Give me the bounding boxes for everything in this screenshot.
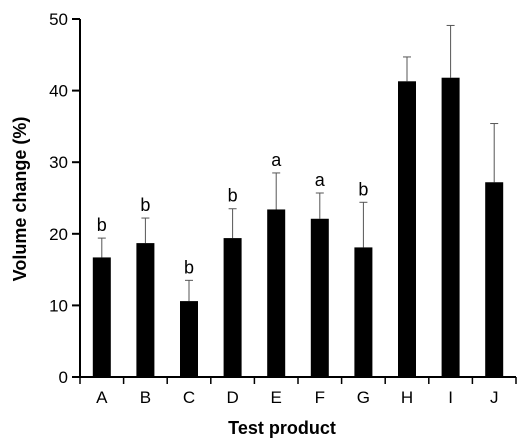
significance-label: a (315, 170, 326, 190)
x-tick-label: G (357, 388, 370, 407)
bar (354, 247, 373, 377)
x-tick-label: H (401, 388, 413, 407)
x-tick-label: J (490, 388, 499, 407)
x-tick-label: F (315, 388, 325, 407)
x-tick-label: E (271, 388, 282, 407)
significance-label: b (228, 186, 238, 206)
bar (92, 257, 111, 377)
x-axis-title: Test product (228, 418, 336, 438)
x-tick-label: C (183, 388, 195, 407)
x-tick-label: I (448, 388, 453, 407)
bar (136, 243, 155, 377)
y-tick-label: 10 (49, 296, 68, 315)
bar (485, 182, 504, 377)
y-axis: 0 10 20 30 40 50 (49, 10, 81, 387)
significance-labels: b b b b a a b (97, 150, 369, 277)
bar (180, 301, 198, 377)
bar (441, 77, 460, 377)
bar (267, 209, 286, 377)
bar (223, 238, 242, 377)
x-tick-label: B (140, 388, 151, 407)
significance-label: a (271, 150, 282, 170)
significance-label: b (184, 257, 194, 277)
y-tick-label: 20 (49, 225, 68, 244)
y-axis-title: Volume change (%) (10, 117, 30, 282)
x-tick-label: D (226, 388, 238, 407)
y-tick-label: 50 (49, 10, 68, 29)
significance-label: b (358, 179, 368, 199)
bars (92, 77, 504, 378)
significance-label: b (97, 215, 107, 235)
bar (398, 81, 416, 378)
y-tick-label: 0 (59, 368, 68, 387)
y-tick-label: 40 (49, 82, 68, 101)
x-axis: A B C D E F G H I J (79, 376, 517, 407)
bar (310, 218, 329, 377)
x-tick-label: A (96, 388, 108, 407)
significance-label: b (140, 195, 150, 215)
y-tick-label: 30 (49, 153, 68, 172)
error-bars (97, 24, 499, 302)
